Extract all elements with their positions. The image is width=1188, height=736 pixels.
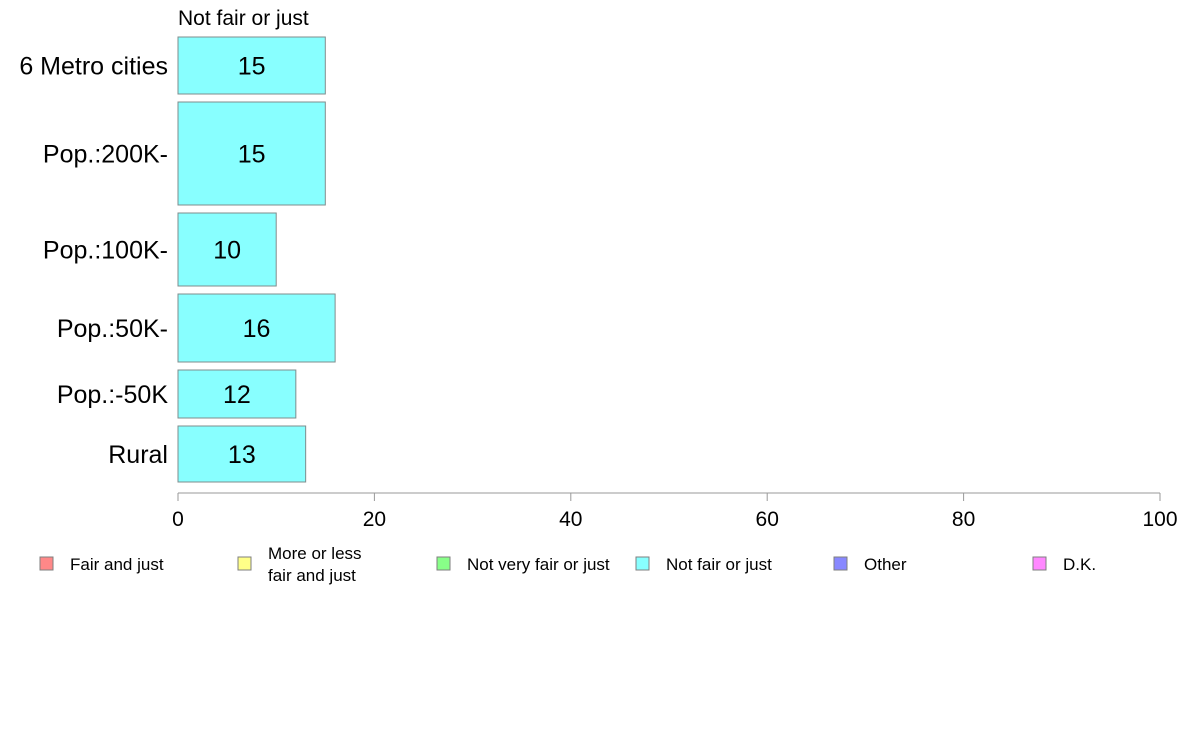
legend-label: Not fair or just [666, 555, 772, 574]
legend-swatch [833, 556, 848, 571]
category-label: Pop.:100K- [43, 237, 168, 265]
legend-label: D.K. [1063, 555, 1096, 574]
legend-label: fair and just [268, 566, 356, 585]
data-label: 10 [213, 237, 241, 265]
data-label: 13 [228, 441, 256, 469]
data-label: 15 [238, 141, 266, 169]
legend-swatch [39, 556, 54, 571]
legend-swatch [436, 556, 451, 571]
bar [177, 36, 326, 95]
data-label: 16 [243, 315, 271, 343]
legend-label: More or less [268, 544, 362, 563]
legend-swatch [237, 556, 252, 571]
bar [177, 212, 277, 287]
category-label: Rural [108, 441, 168, 469]
category-label: Pop.:200K- [43, 141, 168, 169]
x-axis: 0 20 40 60 80 100 [172, 492, 1178, 531]
x-tick-label: 60 [756, 508, 779, 531]
bar [177, 369, 297, 419]
bar [177, 425, 307, 483]
legend-swatch [1032, 556, 1047, 571]
x-tick-label: 40 [559, 508, 582, 531]
legend-label: Fair and just [70, 555, 164, 574]
legend: Fair and just More or less fair and just No… [39, 544, 1096, 585]
data-label: 15 [238, 53, 266, 81]
x-tick-label: 20 [363, 508, 386, 531]
legend-swatch [635, 556, 650, 571]
category-label: Pop.:-50K [57, 381, 169, 409]
bar [177, 101, 326, 206]
bar [177, 293, 336, 363]
category-label: Pop.:50K- [57, 315, 168, 343]
data-label: 12 [223, 381, 251, 409]
x-tick-label: 0 [172, 508, 184, 531]
x-tick-label: 80 [952, 508, 975, 531]
legend-label: Not very fair or just [467, 555, 610, 574]
bars-group: 6 Metro cities 15 Pop.:200K- 15 Pop.:100K- 10… [19, 36, 336, 483]
x-tick-label: 100 [1142, 508, 1177, 531]
chart-title: Not fair or just [178, 7, 309, 30]
category-label: 6 Metro cities [19, 53, 168, 81]
legend-label: Other [864, 555, 907, 574]
